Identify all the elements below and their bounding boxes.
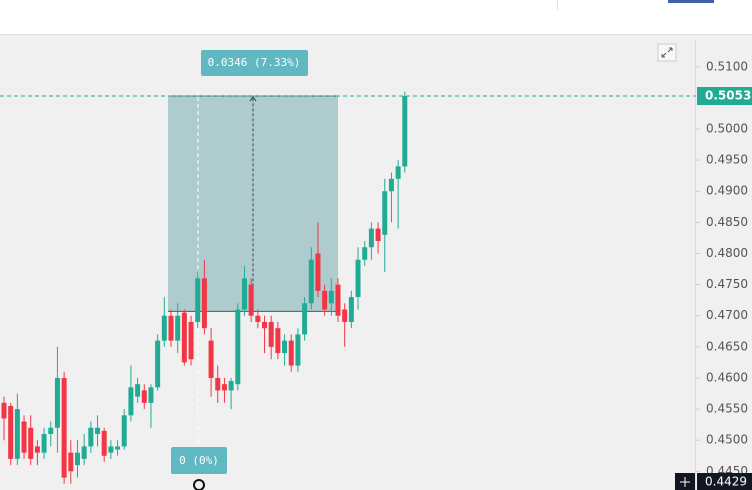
candle-body [8,405,14,459]
expand-button[interactable] [657,43,677,62]
candle-body [95,427,101,434]
candle-body [268,321,274,347]
measure-label: 0.0346 (7.33%) [208,56,301,69]
y-tick-label: 0.5000 [706,122,748,136]
candle-body [68,452,74,472]
candle-body [402,96,408,167]
candle-body [148,387,154,403]
last-price-box [697,87,752,106]
candle-body [362,247,368,260]
candle-body [28,427,34,459]
candle-body [48,427,54,434]
plus-icon [680,477,690,487]
candle-body [41,433,47,453]
candle-body [228,381,234,391]
base-label: 0 (0%) [179,454,219,467]
candle-body [248,284,254,316]
candle-body [235,309,241,385]
y-tick-label: 0.4600 [706,370,748,384]
candle-body [328,290,334,304]
candle-body [221,384,227,391]
y-tick-label: 0.4700 [706,308,748,322]
y-tick-label: 0.4850 [706,215,748,229]
candle-body [288,340,294,366]
toolbar-button[interactable] [668,0,714,3]
candle-body [195,278,201,322]
candle-body [355,259,361,298]
y-tick-label: 0.5100 [706,59,748,73]
crosshair-price-label: 0.4429 [705,475,747,489]
expand-icon [661,47,673,58]
candle-body [115,446,121,450]
candle-body [208,340,214,378]
measure-label-box [201,50,308,76]
crosshair-price-box [697,473,752,490]
measure-arrowhead [249,96,257,102]
candle-body [101,430,107,456]
candle-body [315,253,321,291]
candle-body [168,315,174,341]
candle-body [88,427,94,447]
candle-body [215,377,221,391]
candle-body [81,446,87,459]
candle-body [161,315,167,341]
candle-body [175,315,181,341]
candle-body [108,446,114,453]
candle-body [201,278,207,329]
candle-body [255,315,261,322]
candle-body [335,284,341,316]
y-tick-label: 0.4800 [706,246,748,260]
base-label-box [171,447,227,474]
candle-body [302,303,308,335]
candle-body [155,340,161,388]
candle-body [275,328,281,354]
last-price-label: 0.5053 [705,89,751,103]
candle-body [368,228,374,248]
candle-body [262,321,268,329]
candle-body [395,166,401,179]
candle-body [282,340,288,354]
y-tick-label: 0.4900 [706,184,748,198]
candle-body [295,334,301,366]
candle-body [54,377,60,428]
candle-body [74,452,80,466]
candle-body [34,446,40,453]
y-tick-label: 0.4500 [706,433,748,447]
candle-body [241,278,247,310]
expand-frame [657,43,677,62]
y-tick-label: 0.4650 [706,339,748,353]
candle-body [128,387,134,416]
candle-body [121,415,127,447]
candle-body [181,312,187,363]
candle-body [188,321,194,360]
candle-body [21,421,27,453]
candle-body [322,290,328,310]
candle-body [308,259,314,304]
toolbar [0,0,752,34]
candle-body [375,228,381,242]
y-tick-label: 0.4550 [706,402,748,416]
candle-body [348,297,354,322]
candle-body [1,402,7,419]
candle-body [388,178,394,192]
candle-body [342,309,348,322]
y-tick-label: 0.4950 [706,153,748,167]
cursor [193,479,205,490]
candle-body [382,191,388,235]
candle-body [135,384,141,397]
candle-body [14,409,20,459]
candle-body [141,390,147,403]
candle-body [61,377,67,478]
y-tick-label: 0.4750 [706,277,748,291]
